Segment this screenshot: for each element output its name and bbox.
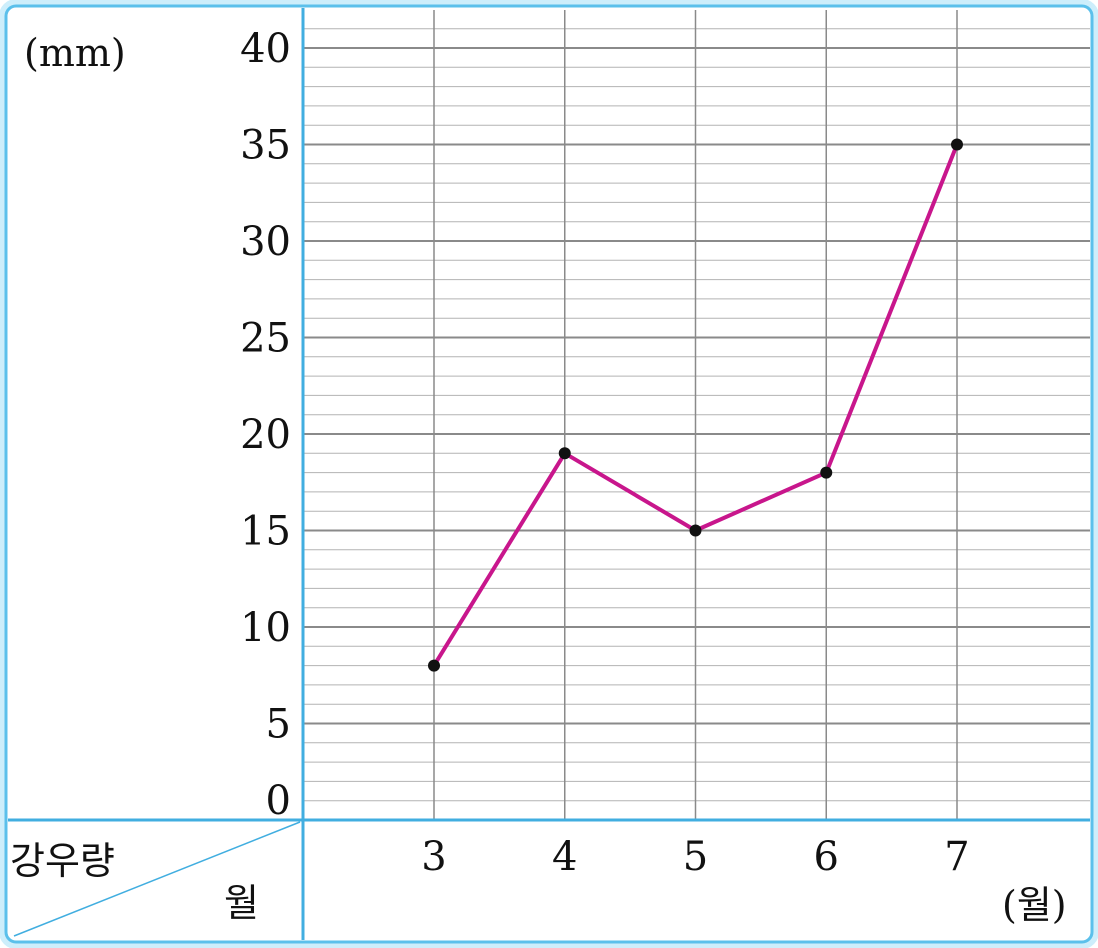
- y-tick-label: 15: [240, 509, 291, 555]
- series-markers: [428, 138, 963, 672]
- x-tick-labels: 3 4 5 6 7: [421, 834, 969, 880]
- corner-diagonal: [13, 821, 301, 937]
- y-tick-label: 0: [266, 778, 291, 824]
- y-tick-label: 35: [240, 123, 291, 169]
- y-unit-label: (mm): [24, 31, 126, 75]
- corner-top-label: 강우량: [10, 839, 115, 883]
- data-point: [689, 524, 702, 537]
- x-tick-label: 6: [814, 834, 839, 880]
- frame-border: [4, 4, 1094, 944]
- y-tick-labels: 0 5 10 15 20 25 30 35 40: [240, 26, 291, 824]
- x-tick-label: 5: [683, 834, 708, 880]
- y-tick-label: 20: [240, 412, 291, 458]
- y-tick-label: 25: [240, 316, 291, 362]
- data-point: [820, 466, 833, 479]
- x-unit-label: (월): [1002, 883, 1067, 927]
- x-tick-label: 4: [552, 834, 577, 880]
- data-point: [558, 447, 571, 460]
- corner-bottom-label: 월: [224, 881, 259, 925]
- y-tick-label: 40: [240, 26, 291, 72]
- data-point: [951, 138, 963, 151]
- y-tick-label: 30: [240, 219, 291, 265]
- data-point: [428, 659, 440, 672]
- x-tick-label: 3: [421, 834, 446, 880]
- x-tick-label: 7: [944, 834, 969, 880]
- y-tick-label: 10: [240, 605, 291, 651]
- y-tick-label: 5: [266, 702, 291, 748]
